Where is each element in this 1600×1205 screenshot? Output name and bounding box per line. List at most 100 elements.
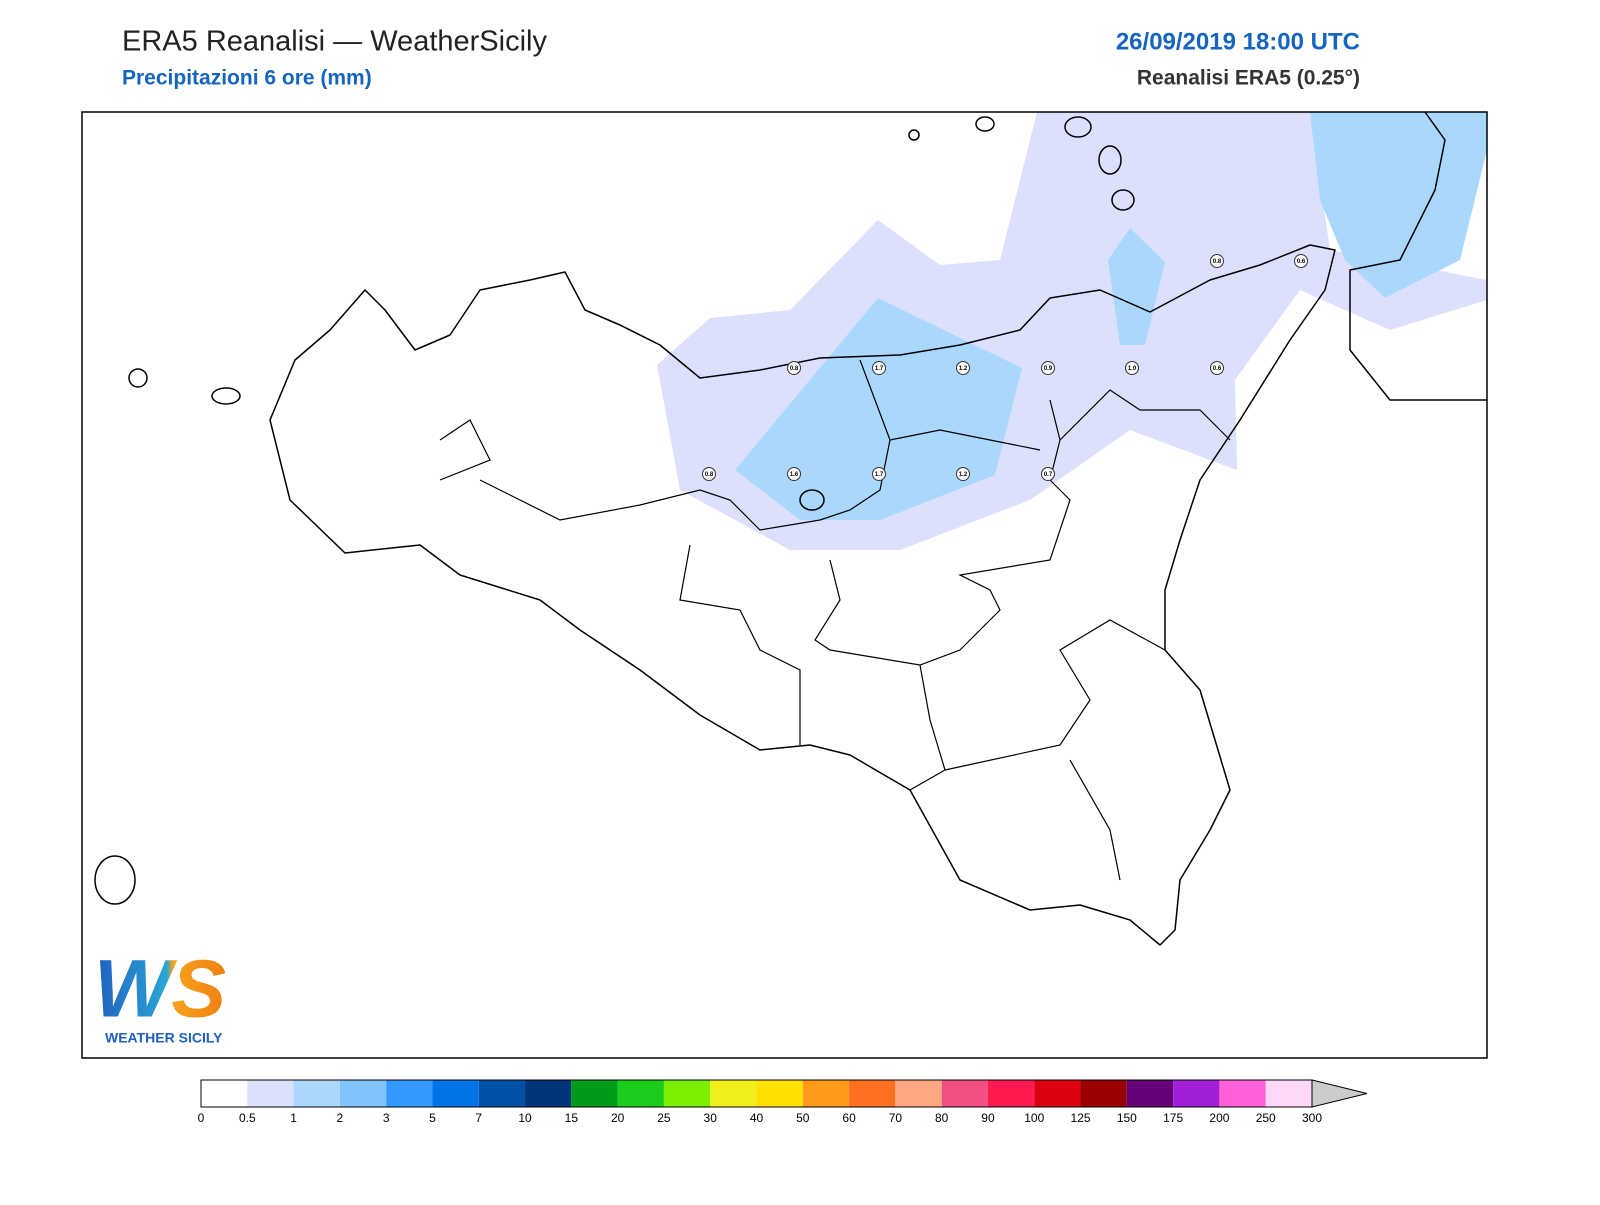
colorbar-segment (802, 1080, 850, 1107)
station-value: 1.6 (790, 472, 799, 478)
precip-area (1108, 228, 1165, 345)
island (1111, 189, 1135, 211)
colorbar-segment (247, 1080, 294, 1107)
colorbar-label: 90 (981, 1111, 995, 1125)
colorbar-label: 60 (842, 1111, 856, 1125)
station-marker (1210, 361, 1224, 375)
datetime: 26/09/2019 18:00 UTC (1116, 28, 1360, 55)
colorbar-segment (293, 1080, 340, 1107)
province-border (439, 359, 1231, 881)
colorbar-segment (710, 1080, 757, 1107)
colorbar-label: 40 (750, 1111, 764, 1125)
colorbar-label: 175 (1163, 1111, 1183, 1125)
colorbar-segment (1265, 1080, 1312, 1107)
colorbar-segment (478, 1080, 526, 1107)
colorbar-segment (1034, 1080, 1081, 1107)
logo-mark: WS (94, 944, 226, 1035)
logo-text: WEATHER SICILY (105, 1030, 223, 1046)
colorbar-segment (1080, 1080, 1127, 1107)
colorbar-label: 300 (1302, 1111, 1322, 1125)
colorbar-segment (849, 1080, 896, 1107)
title: ERA5 Reanalisi — WeatherSicily (122, 26, 547, 58)
station-marker (956, 361, 970, 375)
station-value: 0.7 (1044, 472, 1053, 478)
station-marker (1041, 467, 1055, 481)
station-value: 1.0 (1128, 366, 1137, 372)
colorbar-label: 7 (475, 1111, 482, 1125)
colorbar-label: 70 (889, 1111, 903, 1125)
colorbar-segment (339, 1080, 387, 1107)
station-value: 1.2 (959, 472, 968, 478)
station-value: 0.9 (1044, 366, 1053, 372)
colorbar-frame (200, 1079, 1313, 1108)
colorbar-segment (386, 1080, 433, 1107)
station-marker (1125, 361, 1139, 375)
colorbar-segment (617, 1080, 664, 1107)
colorbar-label: 20 (611, 1111, 625, 1125)
station-marker (872, 467, 886, 481)
colorbar-segment (201, 1080, 248, 1107)
station-marker (787, 467, 801, 481)
colorbar-label: 0.5 (239, 1111, 256, 1125)
colorbar-segment (571, 1080, 618, 1107)
station-points: 0.8 0.6 0.8 1.7 1.2 0.9 1.0 0.6 0.8 1.6 1.7 1.2 0.7 (702, 254, 1308, 481)
colorbar-label: 200 (1209, 1111, 1229, 1125)
colorbar-extension (1311, 1079, 1368, 1108)
station-value: 0.6 (1297, 259, 1306, 265)
colorbar-label: 50 (796, 1111, 810, 1125)
colorbar-segment (525, 1080, 572, 1107)
colorbar-segment (756, 1080, 803, 1107)
colorbar: 0 0.5 1 2 3 5 7 10 15 20 25 30 40 50 60 70 80 90 100 125 150… (198, 1079, 1368, 1125)
station-value: 1.2 (959, 366, 968, 372)
lake (799, 489, 825, 511)
colorbar-label: 0 (198, 1111, 205, 1125)
island (1098, 145, 1122, 175)
precip-area (1310, 112, 1487, 298)
colorbar-segment (895, 1080, 942, 1107)
colorbar-segment (987, 1080, 1035, 1107)
station-value: 0.8 (790, 366, 799, 372)
station-marker (1294, 254, 1308, 268)
colorbar-label: 250 (1256, 1111, 1276, 1125)
subtitle: Precipitazioni 6 ore (mm) (122, 67, 372, 90)
station-marker (702, 467, 716, 481)
island (94, 855, 136, 905)
colorbar-segment (1173, 1080, 1220, 1107)
colorbar-label: 1 (290, 1111, 297, 1125)
colorbar-segment (663, 1080, 711, 1107)
station-value: 0.8 (705, 472, 714, 478)
station-value: 1.7 (875, 366, 884, 372)
colorbar-label: 2 (337, 1111, 344, 1125)
island (211, 387, 241, 405)
colorbar-label: 100 (1024, 1111, 1044, 1125)
colorbar-label: 80 (935, 1111, 949, 1125)
coastline (269, 111, 1487, 946)
colorbar-label: 150 (1117, 1111, 1137, 1125)
station-value: 0.6 (1213, 366, 1222, 372)
island (975, 116, 995, 132)
colorbar-label: 30 (704, 1111, 718, 1125)
station-marker (1041, 361, 1055, 375)
island (128, 368, 148, 388)
colorbar-segment (1126, 1080, 1174, 1107)
colorbar-segment (941, 1080, 988, 1107)
map-frame (81, 111, 1488, 1059)
station-marker (1210, 254, 1224, 268)
island (908, 129, 920, 141)
station-marker (956, 467, 970, 481)
colorbar-label: 25 (657, 1111, 671, 1125)
logo: WS WEATHER SICILY (94, 944, 226, 1046)
island (1064, 116, 1092, 138)
colorbar-label: 5 (429, 1111, 436, 1125)
colorbar-segment (1219, 1080, 1266, 1107)
map: 0.8 0.60.8 1.7 1.2 0.9 1.0 0.60.8 1.6 1.7 1.2 0.7 … (81, 111, 1488, 1059)
station-marker (787, 361, 801, 375)
colorbar-label: 125 (1071, 1111, 1091, 1125)
colorbar-label: 15 (565, 1111, 579, 1125)
source: Reanalisi ERA5 (0.25°) (1137, 67, 1360, 90)
station-value: 1.7 (875, 472, 884, 478)
colorbar-label: 3 (383, 1111, 390, 1125)
colorbar-label: 10 (518, 1111, 532, 1125)
station-marker (872, 361, 886, 375)
